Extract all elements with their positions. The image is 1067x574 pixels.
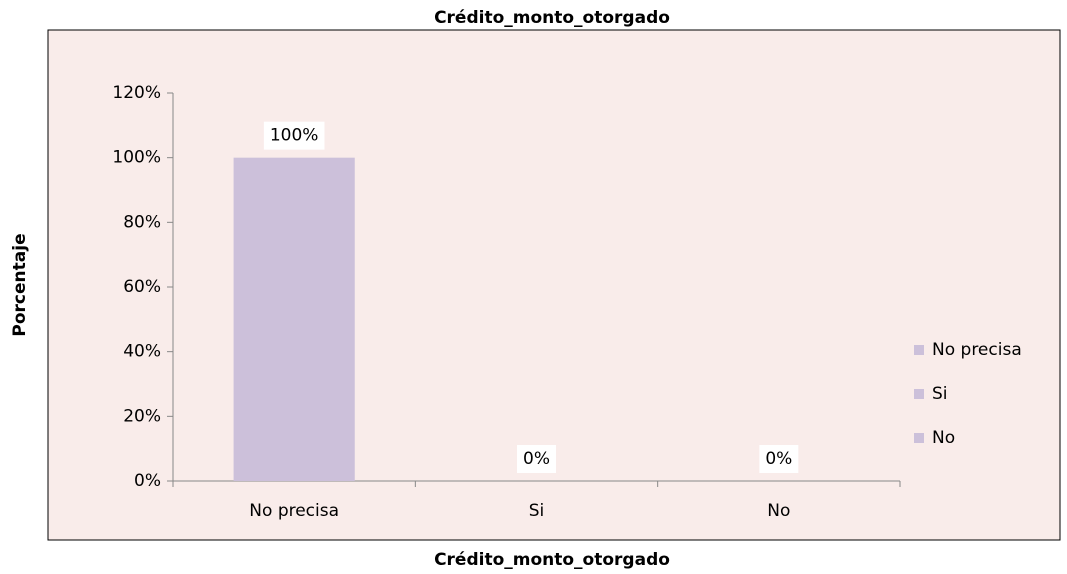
value-label: 100% xyxy=(270,126,319,146)
value-label-bg xyxy=(263,121,325,150)
y-tick-label: 0% xyxy=(134,471,161,491)
legend-label: No xyxy=(932,428,955,448)
legend-swatch xyxy=(914,389,924,399)
x-tick-label: No precisa xyxy=(249,501,339,521)
y-tick-label: 120% xyxy=(112,83,161,103)
bar xyxy=(233,157,355,481)
value-label: 0% xyxy=(523,449,550,469)
legend-label: No precisa xyxy=(932,340,1022,360)
value-label: 0% xyxy=(765,449,792,469)
legend-label: Si xyxy=(932,384,948,404)
y-tick-label: 80% xyxy=(123,212,161,232)
y-tick-label: 20% xyxy=(123,406,161,426)
legend-swatch xyxy=(914,345,924,355)
legend-swatch xyxy=(914,433,924,443)
y-tick-label: 40% xyxy=(123,342,161,362)
value-label-bg xyxy=(517,445,556,473)
y-tick-label: 60% xyxy=(123,277,161,297)
x-tick-label: No xyxy=(767,501,790,521)
chart-title: Crédito_monto_otorgado xyxy=(434,8,670,28)
y-axis-label: Porcentaje xyxy=(10,233,30,336)
y-tick-label: 100% xyxy=(112,148,161,168)
value-label-bg xyxy=(759,445,799,473)
x-axis-label: Crédito_monto_otorgado xyxy=(434,550,670,570)
x-tick-label: Si xyxy=(529,501,545,521)
